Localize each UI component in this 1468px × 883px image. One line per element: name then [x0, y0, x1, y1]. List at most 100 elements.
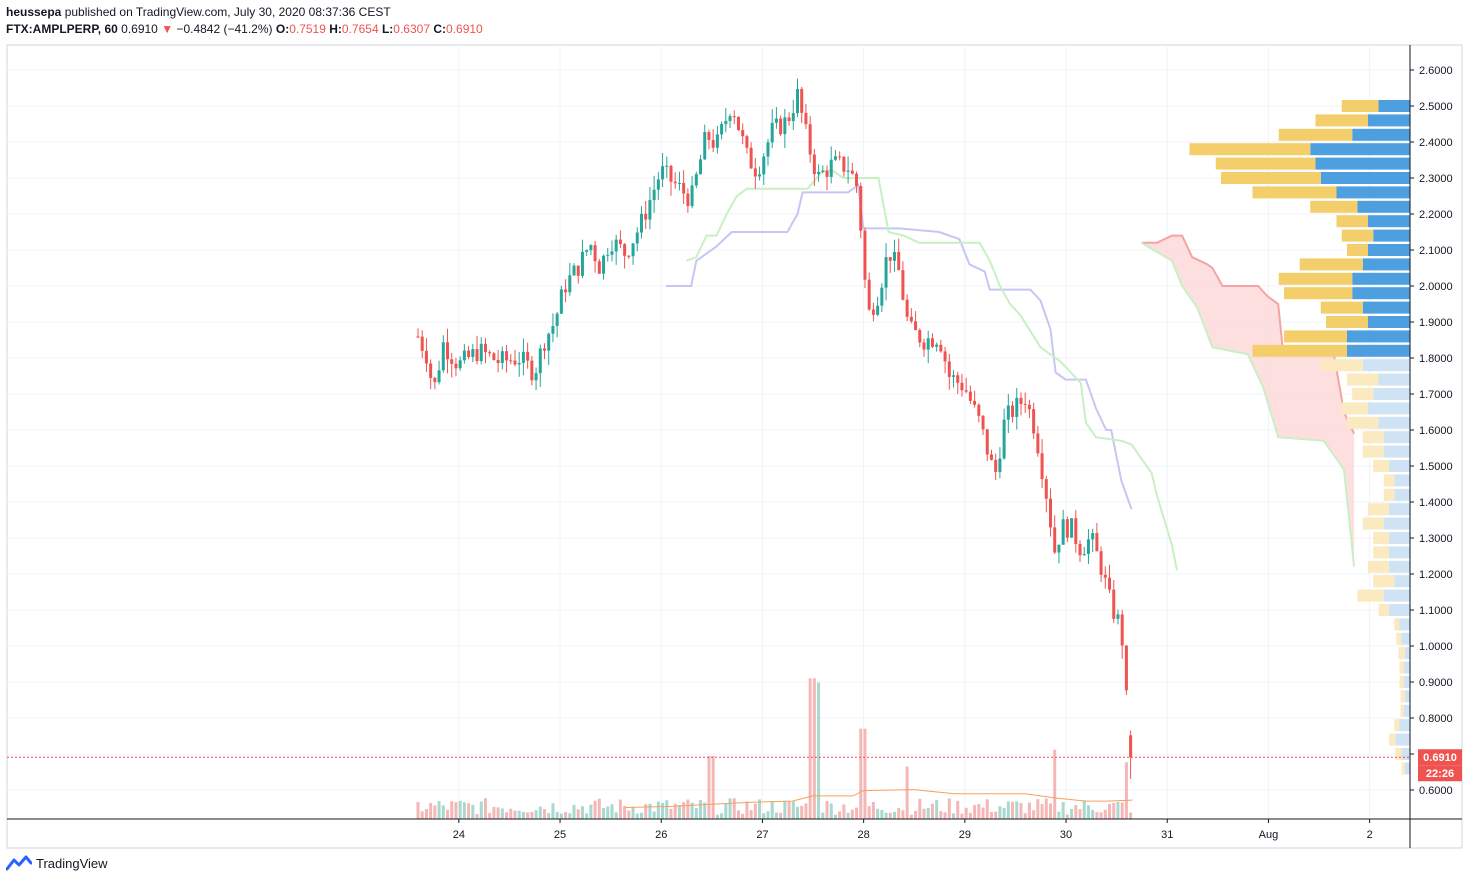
- volume-bar: [441, 805, 445, 819]
- time-axis[interactable]: 24 25 26 27 28 29 30 31 Aug 2: [453, 819, 1373, 841]
- volume-bar: [783, 800, 787, 819]
- candle-body: [648, 200, 652, 220]
- volume-bar: [724, 804, 728, 819]
- candle-body: [665, 165, 669, 167]
- volume-bar: [1112, 802, 1116, 819]
- volume-bars: [416, 678, 1133, 819]
- candle-body: [631, 243, 635, 257]
- profile-bar-down: [1362, 431, 1384, 444]
- volume-bar: [526, 812, 530, 819]
- candle-body: [888, 257, 892, 261]
- volume-bar: [985, 799, 989, 819]
- candle-body: [1006, 405, 1010, 420]
- price-change: −0.4842 (−41.2%): [176, 22, 273, 36]
- candle-body: [952, 375, 956, 377]
- y-tick-label: 0.6000: [1419, 785, 1453, 797]
- candle-body: [855, 173, 859, 187]
- volume-bar: [656, 801, 660, 819]
- candle-body: [720, 124, 724, 135]
- profile-bar-up: [1373, 388, 1410, 400]
- profile-bar-down: [1341, 402, 1368, 415]
- volume-bar: [1120, 802, 1124, 819]
- candle-body: [547, 333, 551, 351]
- volume-bar: [446, 809, 450, 819]
- candle-body: [1044, 479, 1048, 499]
- candle-body: [909, 316, 913, 322]
- profile-bar-up: [1389, 560, 1410, 573]
- y-tick-label: 1.0000: [1419, 641, 1453, 653]
- x-tick-label: Aug: [1259, 829, 1279, 841]
- volume-bar: [538, 806, 542, 819]
- y-tick-label: 1.2000: [1419, 569, 1453, 581]
- volume-bar: [492, 806, 496, 819]
- candle-body: [774, 118, 778, 123]
- volume-profile: [1189, 100, 1410, 775]
- candle-body: [1129, 735, 1133, 758]
- candle-body: [922, 342, 926, 350]
- symbol-title[interactable]: FTX:AMPLPERP, 60: [6, 22, 118, 36]
- volume-bar: [517, 810, 521, 819]
- senkou-b-line: [685, 169, 1178, 571]
- volume-bar: [682, 802, 686, 819]
- volume-bar: [1032, 810, 1036, 819]
- candle-body: [981, 415, 985, 430]
- candle-body: [935, 344, 939, 347]
- candle-body: [606, 254, 610, 256]
- x-tick-label: 29: [959, 829, 971, 841]
- price-axis[interactable]: 2.6000 2.5000 2.4000 2.3000 2.2000 2.1000 2.00…: [1410, 65, 1453, 797]
- profile-bar-down: [1320, 301, 1363, 314]
- y-tick-label: 1.4000: [1419, 497, 1453, 509]
- footer-brand[interactable]: TradingView: [6, 855, 108, 871]
- volume-bar: [623, 805, 627, 819]
- y-tick-label: 0.9000: [1419, 677, 1453, 689]
- price-chart[interactable]: 2.6000 2.5000 2.4000 2.3000 2.2000 2.1000 2.00…: [0, 0, 1468, 850]
- candle-body: [1099, 551, 1103, 575]
- candle-body: [766, 142, 770, 157]
- volume-bar: [1074, 805, 1078, 819]
- profile-bar-down: [1320, 359, 1363, 372]
- candle-body: [597, 261, 601, 274]
- volume-bar: [534, 810, 538, 819]
- volume-bar: [483, 798, 487, 819]
- volume-bar: [981, 807, 985, 819]
- candle-body: [1011, 405, 1015, 417]
- candle-body: [564, 289, 568, 293]
- candle-body: [724, 120, 728, 125]
- volume-bar: [800, 805, 804, 819]
- volume-bar: [420, 811, 424, 819]
- profile-bar-down: [1315, 114, 1368, 127]
- volume-bar: [424, 808, 428, 819]
- volume-bar: [808, 678, 812, 819]
- volume-bar: [791, 801, 795, 819]
- profile-bar-up: [1403, 676, 1410, 688]
- candle-body: [673, 181, 677, 184]
- y-tick-label: 0.8000: [1419, 713, 1453, 725]
- profile-bar-up: [1404, 762, 1410, 775]
- x-tick-label: 27: [756, 829, 768, 841]
- volume-bar: [1103, 809, 1107, 819]
- candle-body: [627, 255, 631, 257]
- publisher-name[interactable]: heussepa: [6, 5, 62, 19]
- candle-body: [1074, 518, 1078, 544]
- profile-bar-up: [1352, 128, 1410, 141]
- volume-bar: [521, 812, 525, 819]
- candle-body: [863, 230, 867, 280]
- volume-bar: [833, 814, 837, 819]
- candle-body: [568, 275, 572, 293]
- candle-body: [576, 265, 580, 276]
- profile-bar-up: [1378, 416, 1410, 429]
- profile-bar-up: [1389, 460, 1410, 472]
- last-price-badge: [1418, 749, 1462, 766]
- volume-bar: [766, 811, 770, 819]
- volume-bar: [699, 800, 703, 819]
- profile-bar-down: [1221, 172, 1321, 184]
- candle-body: [479, 343, 483, 362]
- candle-body: [745, 136, 749, 148]
- candle-body: [804, 112, 808, 125]
- volume-bar: [606, 806, 610, 819]
- volume-bar: [1061, 802, 1065, 819]
- profile-bar-down: [1373, 460, 1389, 472]
- candle-body: [711, 139, 715, 148]
- candle-body: [867, 279, 871, 310]
- candle-body: [618, 239, 622, 245]
